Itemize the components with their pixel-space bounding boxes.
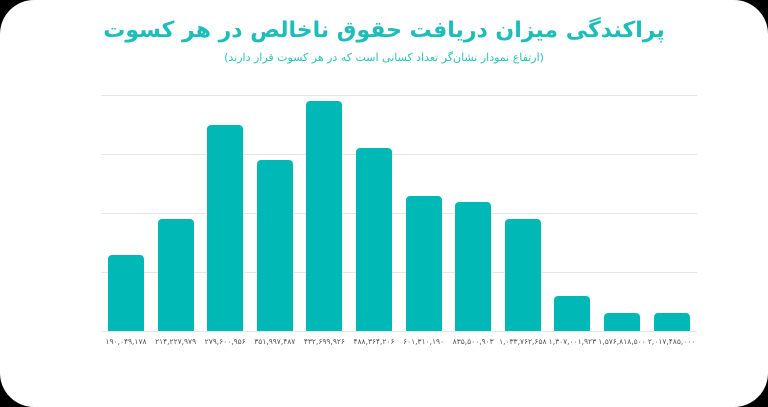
bar[interactable] bbox=[207, 125, 244, 331]
bar[interactable] bbox=[256, 159, 293, 331]
bar[interactable] bbox=[455, 201, 492, 331]
bar[interactable] bbox=[504, 218, 541, 331]
x-axis-label: ۲۱۴,۲۲۷,۹۷۹ bbox=[155, 337, 197, 346]
chart-subtitle: (ارتفاع نمودار نشان‌گر تعداد کسانی است ک… bbox=[224, 51, 544, 64]
gridline bbox=[101, 331, 697, 332]
bar[interactable] bbox=[306, 100, 343, 331]
x-axis-label: ۱۹۰,۰۴۹,۱۷۸ bbox=[105, 337, 147, 346]
x-axis-label: ۴۸۸,۳۶۴,۲۰۶ bbox=[353, 337, 395, 346]
x-axis-label: ۱,۳۰۷,۰۰۱,۹۲۳ bbox=[548, 337, 597, 346]
x-axis-label: ۱,۰۳۳,۷۶۲,۶۵۸ bbox=[499, 337, 547, 346]
x-axis-label: ۲,۰۱۷,۴۸۵,۰۰۰ bbox=[647, 337, 696, 346]
gridline bbox=[101, 272, 697, 273]
x-axis-label: ۱,۵۷۶,۸۱۸,۵۰۰ bbox=[598, 337, 646, 346]
bar[interactable] bbox=[653, 312, 690, 331]
bar[interactable] bbox=[554, 296, 591, 331]
plot-area bbox=[101, 95, 697, 332]
x-axis-label: ۳۵۱,۹۹۷,۴۸۷ bbox=[254, 337, 296, 346]
gridline bbox=[101, 213, 697, 214]
gridline bbox=[101, 95, 697, 96]
gridline bbox=[101, 154, 697, 155]
bar[interactable] bbox=[604, 312, 640, 331]
x-axis-label: ۲۷۹,۶۰۰,۹۵۶ bbox=[204, 337, 246, 346]
x-axis-label: ۴۳۲,۶۹۹,۹۲۶ bbox=[303, 337, 345, 346]
x-axis-label: ۸۳۵,۵۰۰,۹۰۳ bbox=[452, 337, 494, 346]
bar[interactable] bbox=[108, 254, 144, 331]
x-axis-label: ۶۰۱,۳۱۰,۱۹۰ bbox=[403, 337, 445, 346]
chart-title: پراکندگی میزان دریافت حقوق ناخالص در هر … bbox=[103, 18, 665, 43]
bar[interactable] bbox=[405, 195, 442, 331]
bar[interactable] bbox=[356, 148, 392, 331]
bar[interactable] bbox=[157, 218, 194, 331]
